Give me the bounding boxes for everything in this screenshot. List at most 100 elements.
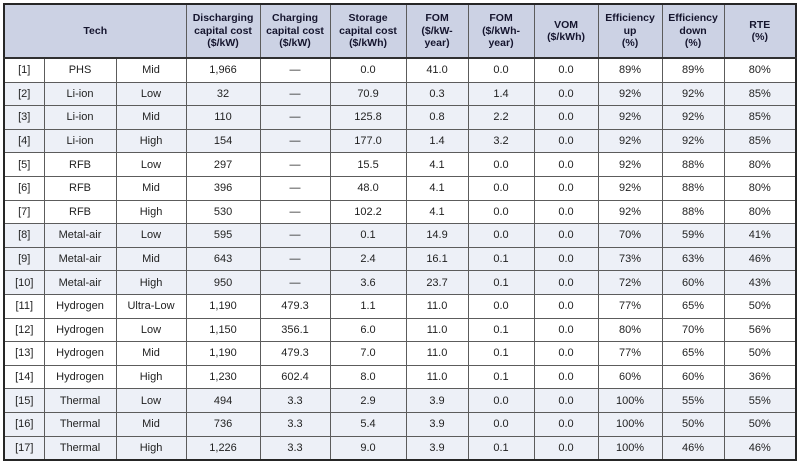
scenario-cell: Low	[115, 317, 187, 343]
table-row: [7] RFB High 530—102.2 4.1 0.0 0.0 92% 88% 80%	[3, 199, 797, 225]
value-cell: —	[259, 223, 331, 248]
value-cell: 80%	[723, 152, 797, 177]
value-cell: 0.1	[467, 341, 535, 366]
value-cell: 46%	[723, 435, 797, 461]
value-cell: 297	[185, 152, 261, 177]
value-cell: 0.0	[533, 246, 599, 272]
value-cell: 0.0	[533, 105, 599, 130]
value-cell: 3.2	[467, 128, 535, 154]
tech-cell: Li-ion	[43, 81, 117, 107]
value-cell: 4.1	[405, 199, 469, 225]
value-cell: 125.8	[329, 105, 407, 130]
value-cell: 1,226	[185, 435, 261, 461]
value-cell: 1.1	[329, 293, 407, 319]
value-cell: 0.0	[533, 411, 599, 437]
scenario-cell: Low	[115, 152, 187, 177]
value-cell: 65%	[661, 341, 725, 366]
value-cell: 41%	[723, 223, 797, 248]
value-cell: 92%	[597, 152, 663, 177]
value-cell: 0.0	[467, 152, 535, 177]
col-header-discharging-capital-cost: Discharging capital cost ($/kW)	[185, 3, 261, 59]
value-cell: 2.9	[329, 388, 407, 413]
value-cell: 41.0	[405, 57, 469, 83]
value-cell: 3.9	[405, 388, 469, 413]
col-header-vom: VOM ($/kWh)	[533, 3, 599, 59]
value-cell: 0.0	[533, 57, 599, 83]
value-cell: 177.0	[329, 128, 407, 154]
value-cell: 5.4	[329, 411, 407, 437]
value-cell: 55%	[661, 388, 725, 413]
table-row: [14] Hydrogen High 1,230 602.4 8.0 11.0 0.1 0.0 6…	[3, 364, 797, 390]
value-cell: 4.1	[405, 175, 469, 201]
table-row: [16] Thermal Mid 736 3.3 5.4 3.9 0.0 0.0 100% 50% 5…	[3, 411, 797, 437]
tech-cell: Thermal	[43, 411, 117, 437]
value-cell: 65%	[661, 293, 725, 319]
scenario-cell: Low	[115, 388, 187, 413]
value-cell: 0.0	[533, 175, 599, 201]
value-cell: 50%	[723, 411, 797, 437]
value-cell: 80%	[723, 199, 797, 225]
row-ref-cell: [12]	[3, 317, 45, 343]
value-cell: 0.3	[405, 81, 469, 107]
value-cell: —	[259, 270, 331, 295]
value-cell: 7.0	[329, 341, 407, 366]
row-ref-cell: [1]	[3, 57, 45, 83]
value-cell: 89%	[661, 57, 725, 83]
value-cell: 4.1	[405, 152, 469, 177]
tech-cell: Hydrogen	[43, 341, 117, 366]
row-ref-cell: [16]	[3, 411, 45, 437]
tech-cell: Hydrogen	[43, 293, 117, 319]
value-cell: 11.0	[405, 317, 469, 343]
value-cell: 80%	[723, 57, 797, 83]
storage-tech-cost-table: Tech Discharging capital cost ($/kW) Cha…	[3, 3, 798, 462]
value-cell: 643	[185, 246, 261, 272]
value-cell: 32	[185, 81, 261, 107]
value-cell: 85%	[723, 128, 797, 154]
scenario-cell: High	[115, 199, 187, 225]
value-cell: 88%	[661, 175, 725, 201]
value-cell: 70%	[597, 223, 663, 248]
table-row: [2] Li-ion Low 32—70.9 0.3 1.4 0.0 92% 92% 85%	[3, 81, 797, 107]
value-cell: 100%	[597, 435, 663, 461]
value-cell: 56%	[723, 317, 797, 343]
value-cell: 60%	[597, 364, 663, 390]
value-cell: 110	[185, 105, 261, 130]
value-cell: 3.3	[259, 435, 331, 461]
value-cell: 0.0	[467, 388, 535, 413]
value-cell: 92%	[597, 81, 663, 107]
row-ref-cell: [14]	[3, 364, 45, 390]
value-cell: 70%	[661, 317, 725, 343]
value-cell: —	[259, 81, 331, 107]
value-cell: 356.1	[259, 317, 331, 343]
tech-cell: Metal-air	[43, 223, 117, 248]
scenario-cell: Mid	[115, 246, 187, 272]
value-cell: 1,190	[185, 293, 261, 319]
col-header-efficiency-up: Efficiency up (%)	[597, 3, 663, 59]
value-cell: 0.1	[467, 270, 535, 295]
value-cell: 92%	[597, 128, 663, 154]
table-row: [1] PHS Mid 1,966—0.0 41.0 0.0 0.0 89% 89% 80%	[3, 57, 797, 83]
value-cell: —	[259, 175, 331, 201]
value-cell: 8.0	[329, 364, 407, 390]
row-ref-cell: [5]	[3, 152, 45, 177]
value-cell: 0.0	[533, 128, 599, 154]
value-cell: —	[259, 57, 331, 83]
value-cell: 102.2	[329, 199, 407, 225]
table-row: [8] Metal-air Low 595—0.1 14.9 0.0 0.0 70% 59% 41…	[3, 223, 797, 248]
tech-cell: Thermal	[43, 435, 117, 461]
value-cell: 14.9	[405, 223, 469, 248]
row-ref-cell: [2]	[3, 81, 45, 107]
table-body: [1] PHS Mid 1,966—0.0 41.0 0.0 0.0 89% 89% 80% [2]…	[3, 57, 797, 461]
tech-cell: RFB	[43, 199, 117, 225]
scenario-cell: Ultra-Low	[115, 293, 187, 319]
value-cell: 396	[185, 175, 261, 201]
scenario-cell: Mid	[115, 57, 187, 83]
scenario-cell: Mid	[115, 175, 187, 201]
value-cell: 0.8	[405, 105, 469, 130]
value-cell: 92%	[597, 175, 663, 201]
value-cell: 3.6	[329, 270, 407, 295]
row-ref-cell: [9]	[3, 246, 45, 272]
col-header-rte: RTE (%)	[723, 3, 797, 59]
value-cell: —	[259, 128, 331, 154]
